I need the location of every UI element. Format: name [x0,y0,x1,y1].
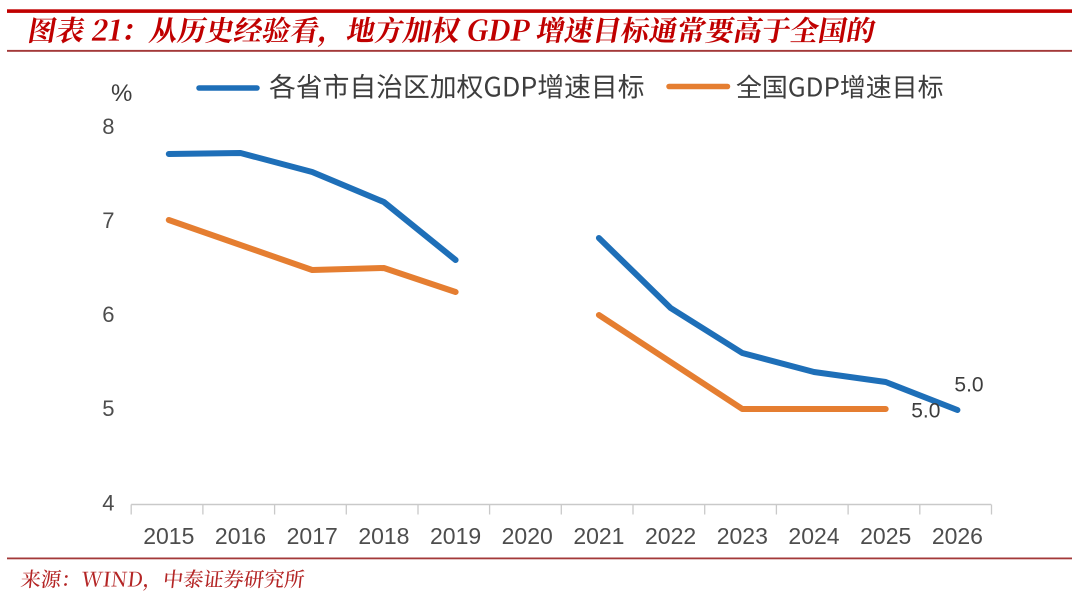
svg-text:2023: 2023 [717,523,768,549]
svg-text:5: 5 [102,396,114,421]
svg-text:4: 4 [102,490,114,515]
svg-text:2015: 2015 [143,523,194,549]
svg-text:2026: 2026 [932,523,983,549]
svg-text:2021: 2021 [573,523,624,549]
svg-text:2024: 2024 [788,523,839,549]
svg-text:2022: 2022 [645,523,696,549]
svg-text:5.0: 5.0 [954,374,983,397]
svg-text:6: 6 [102,302,114,327]
svg-text:5.0: 5.0 [911,400,940,423]
svg-text:7: 7 [102,208,114,233]
svg-text:2016: 2016 [215,523,266,549]
svg-text:2020: 2020 [502,523,553,549]
svg-text:2025: 2025 [860,523,911,549]
svg-text:2018: 2018 [358,523,409,549]
svg-text:8: 8 [102,114,114,139]
svg-text:2019: 2019 [430,523,481,549]
svg-text:%: % [111,80,132,107]
svg-text:2017: 2017 [287,523,338,549]
